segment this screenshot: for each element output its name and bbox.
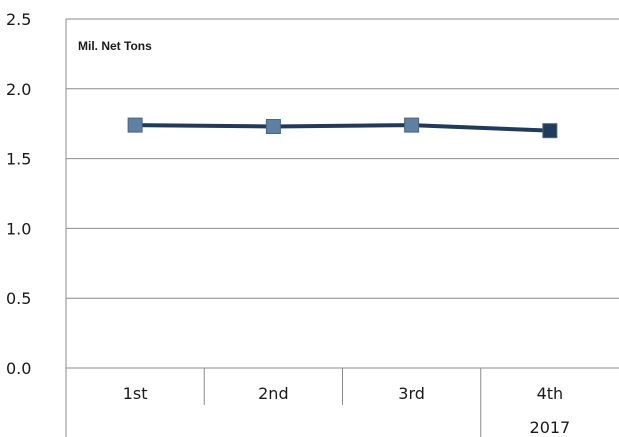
- y-tick-label: 2.5: [6, 10, 31, 29]
- y-tick-label: 0.5: [6, 289, 31, 308]
- y-tick-label: 2.0: [6, 80, 31, 99]
- y-tick-label: 0.0: [6, 359, 31, 378]
- year-group-label: 2017: [530, 418, 571, 437]
- series-line: [135, 123, 550, 133]
- data-point-marker: [265, 118, 281, 134]
- gridlines: [65, 18, 619, 437]
- data-point-marker: [542, 123, 558, 139]
- data-point-marker: [404, 117, 420, 133]
- x-axis: 1st 2nd 3rd 4th 2017: [123, 368, 571, 437]
- unit-label: Mil. Net Tons: [78, 39, 152, 53]
- x-category-label: 4th: [537, 384, 564, 403]
- series-line-group: [127, 117, 558, 139]
- x-category-label: 2nd: [258, 384, 288, 403]
- y-tick-label: 1.5: [6, 150, 31, 169]
- x-category-label: 1st: [123, 384, 148, 403]
- data-point-marker: [127, 117, 143, 133]
- y-tick-label: 1.0: [6, 219, 31, 238]
- y-axis-tick-labels: 0.0 0.5 1.0 1.5 2.0 2.5: [6, 10, 31, 378]
- x-category-label: 3rd: [398, 384, 425, 403]
